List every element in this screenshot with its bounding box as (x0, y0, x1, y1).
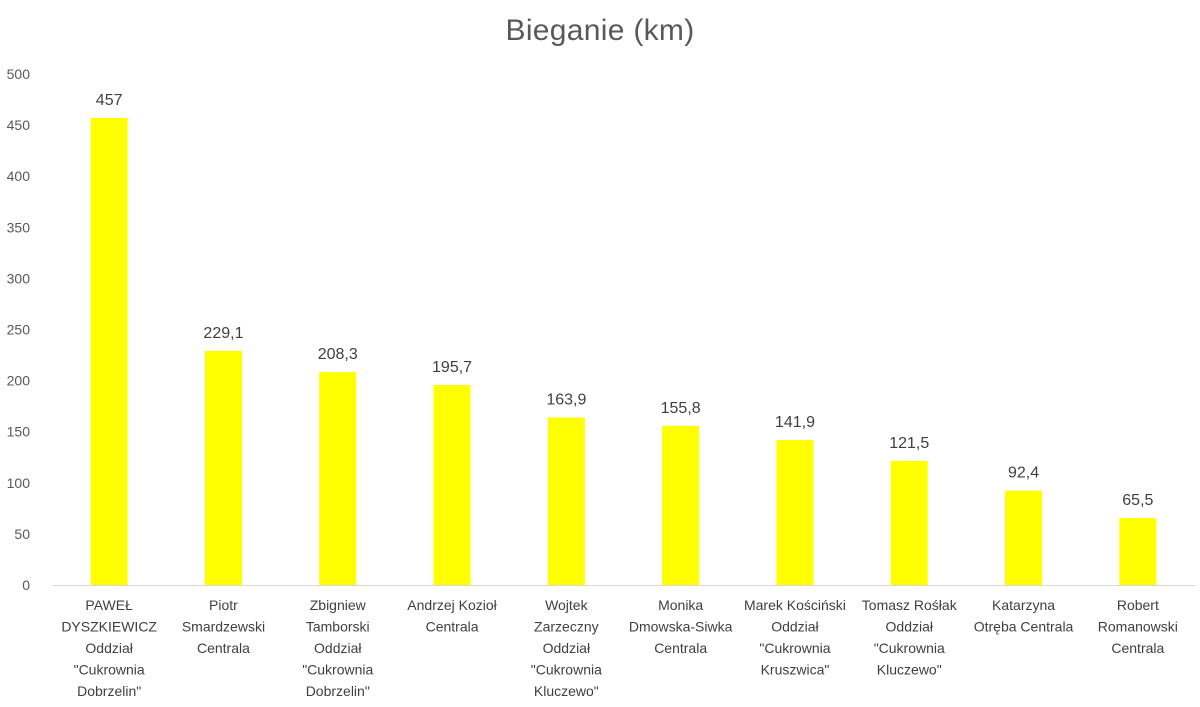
y-tick-label: 100 (7, 475, 31, 491)
x-tick-label: Katarzyna Otręba Centrala (974, 597, 1074, 635)
data-label: 229,1 (203, 325, 243, 342)
x-tick-label: Andrzej Kozioł Centrala (407, 597, 497, 635)
y-tick-label: 450 (7, 117, 31, 133)
x-tick-label: Wojtek Zarzeczny Oddział "Cukrownia Kluczewo… (531, 597, 602, 699)
y-tick-label: 0 (22, 577, 30, 593)
y-tick-label: 250 (7, 322, 31, 338)
bar (204, 350, 242, 585)
y-tick-label: 350 (7, 219, 31, 235)
bar (1119, 518, 1157, 585)
bar (776, 439, 814, 585)
y-tick-label: 200 (7, 373, 31, 389)
x-tick-label: Zbigniew Tamborski Oddział "Cukrownia Dobrze… (302, 597, 373, 699)
data-label: 141,9 (775, 414, 815, 431)
bar (547, 417, 585, 585)
bar (890, 460, 928, 585)
x-tick-label: Marek Kościński Oddział "Cukrownia Kruszwic… (744, 597, 846, 678)
bar (319, 372, 357, 585)
bar (433, 384, 471, 585)
bar (90, 117, 128, 586)
data-label: 195,7 (432, 359, 472, 376)
data-label: 121,5 (889, 435, 929, 452)
y-tick-label: 300 (7, 270, 31, 286)
data-label: 92,4 (1008, 465, 1039, 482)
data-label: 155,8 (661, 400, 701, 417)
data-label: 163,9 (546, 391, 586, 408)
y-tick-label: 400 (7, 168, 31, 184)
bar (662, 425, 700, 585)
data-label: 457 (96, 92, 123, 109)
bar (1005, 490, 1043, 585)
data-label: 208,3 (318, 346, 358, 363)
x-tick-label: PAWEŁ DYSZKIEWICZ Oddział "Cukrownia Dobrzel… (61, 597, 157, 699)
data-label: 65,5 (1122, 492, 1153, 509)
x-tick-label: Monika Dmowska-Siwka Centrala (629, 597, 733, 656)
y-tick-label: 500 (7, 66, 31, 82)
y-tick-label: 50 (14, 526, 30, 542)
x-tick-label: Piotr Smardzewski Centrala (182, 597, 265, 656)
chart-title: Bieganie (km) (505, 14, 695, 47)
y-tick-label: 150 (7, 424, 31, 440)
x-tick-label: Robert Romanowski Centrala (1098, 597, 1178, 656)
x-tick-label: Tomasz Rośłak Oddział "Cukrownia Kluczewo" (862, 597, 958, 678)
